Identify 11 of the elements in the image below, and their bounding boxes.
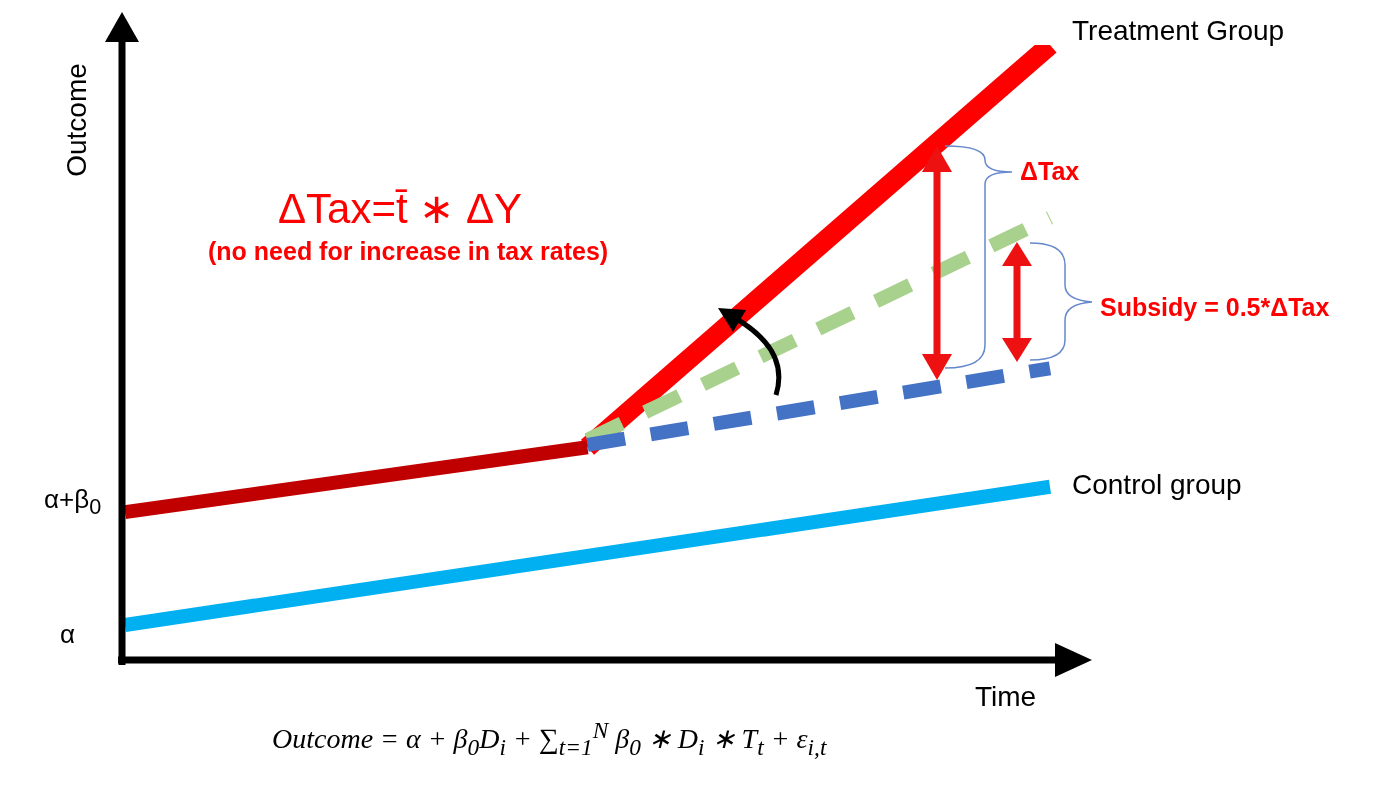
text: α+β$_{0}$	[44, 484, 102, 520]
annotation: (no need for increase in tax rates)	[208, 237, 609, 266]
text: α	[60, 619, 76, 649]
y-axis-title: Outcome	[60, 63, 92, 177]
text: Subsidy = 0.5*ΔTax	[1100, 293, 1330, 322]
annotation: ΔTax	[1020, 157, 1080, 186]
annotation: ΔTax=t̄ ∗ ΔY	[278, 185, 523, 233]
series-label: Control group	[1072, 469, 1242, 501]
x-axis-title: Time	[975, 680, 1037, 712]
series-label: Treatment Group	[1072, 14, 1285, 46]
text: Outcome = α + β$_{0}$D$_{i}$ + ∑$_{t=1}$$^{N}$ β$_{0}$ ∗ D$_{i}$ ∗ T$_{t}$ + ε$_{i,t}$	[272, 717, 827, 760]
